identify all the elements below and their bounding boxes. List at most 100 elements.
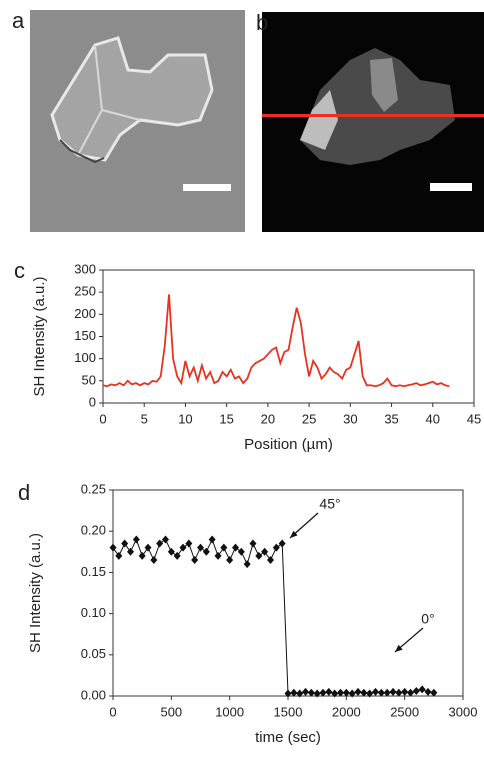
panel-label: c [14, 258, 25, 283]
y-tick-label: 0.25 [81, 481, 106, 496]
x-tick-label: 5 [141, 411, 148, 426]
plot-frame [112, 489, 464, 697]
plot-frame [102, 269, 475, 404]
data-point [278, 539, 286, 548]
panel-label: b [256, 10, 268, 35]
data-point [156, 539, 164, 548]
y-tick-label: 0.15 [81, 564, 106, 579]
x-tick-label: 35 [384, 411, 398, 426]
data-point [307, 688, 315, 697]
x-tick-label: 45 [467, 411, 481, 426]
data-point [354, 687, 362, 696]
data-point [418, 685, 426, 694]
data-point [115, 551, 123, 560]
data-point [127, 547, 134, 556]
data-point [132, 535, 140, 544]
data-point [179, 543, 187, 552]
data-point [383, 688, 391, 697]
y-tick-label: 0.05 [81, 646, 106, 661]
x-tick-label: 1000 [215, 704, 244, 719]
data-point [232, 543, 239, 552]
y-tick-label: 250 [74, 284, 96, 299]
data-point [360, 688, 368, 697]
data-point [342, 688, 350, 697]
micrograph-a [30, 10, 245, 232]
data-point [255, 551, 263, 560]
data-point [167, 547, 175, 556]
data-line [102, 294, 450, 388]
data-point [407, 688, 414, 697]
data-point [377, 688, 385, 697]
x-tick-label: 2500 [390, 704, 419, 719]
x-tick-label: 3000 [449, 704, 478, 719]
panel-label: d [18, 480, 30, 505]
x-tick-label: 2000 [332, 704, 361, 719]
data-point [395, 688, 403, 697]
data-point [220, 543, 228, 552]
data-point [261, 547, 269, 556]
sh-image-b [262, 12, 484, 232]
x-tick-label: 30 [343, 411, 357, 426]
data-point [237, 547, 245, 556]
y-tick-label: 0.10 [81, 605, 106, 620]
data-point [214, 551, 222, 560]
y-tick-label: 50 [82, 372, 96, 387]
y-tick-label: 150 [74, 328, 96, 343]
y-tick-label: 100 [74, 350, 96, 365]
data-point [337, 688, 344, 697]
x-axis-title: Position (µm) [244, 436, 333, 453]
data-point [290, 688, 298, 697]
data-point [430, 688, 438, 697]
data-point [191, 556, 199, 565]
data-point [197, 543, 204, 552]
data-point [366, 689, 374, 698]
data-point [243, 560, 251, 569]
data-point [121, 539, 129, 548]
data-line [112, 538, 434, 695]
x-tick-label: 20 [261, 411, 275, 426]
data-point [296, 689, 304, 698]
annotation: 45° [319, 496, 340, 512]
data-point [325, 687, 333, 696]
y-tick-label: 200 [74, 306, 96, 321]
data-point [226, 556, 234, 565]
y-axis-title: SH Intensity (a.u.) [31, 276, 48, 396]
x-tick-label: 1500 [274, 704, 303, 719]
data-point [272, 543, 280, 552]
panel-label: a [12, 8, 25, 33]
data-point [208, 535, 216, 544]
y-axis-title: SH Intensity (a.u.) [27, 533, 44, 653]
x-tick-label: 500 [160, 704, 182, 719]
data-point [389, 687, 397, 696]
y-tick-label: 0.20 [81, 523, 106, 538]
data-point [150, 556, 158, 565]
data-point [249, 539, 257, 548]
y-tick-label: 0.00 [81, 687, 106, 702]
data-point [138, 551, 146, 560]
data-point [372, 687, 379, 696]
data-point [424, 687, 432, 696]
data-point [348, 689, 356, 698]
data-point [162, 535, 169, 544]
x-tick-label: 10 [178, 411, 192, 426]
data-point [202, 547, 210, 556]
x-tick-label: 25 [302, 411, 316, 426]
data-point [319, 688, 327, 697]
data-point [144, 543, 152, 552]
x-axis-title: time (sec) [255, 729, 321, 746]
data-point [109, 543, 117, 552]
data-point [331, 689, 339, 698]
data-point [185, 539, 193, 548]
arrow-head [290, 530, 298, 538]
data-point [267, 556, 274, 565]
y-tick-label: 0 [89, 394, 96, 409]
data-point [313, 689, 321, 698]
data-point [401, 687, 409, 696]
x-tick-label: 15 [219, 411, 233, 426]
x-tick-label: 40 [426, 411, 440, 426]
annotation: 0° [421, 611, 434, 627]
x-tick-label: 0 [109, 704, 116, 719]
data-point [284, 689, 292, 698]
y-tick-label: 300 [74, 261, 96, 276]
